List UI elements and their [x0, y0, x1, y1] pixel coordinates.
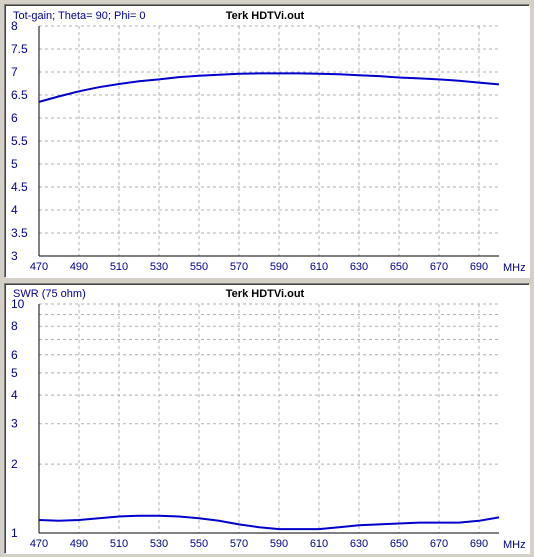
swr-chart-title: Terk HDTVi.out — [226, 288, 305, 300]
swr-chart-ylabel: SWR (75 ohm) — [13, 288, 86, 300]
gain-chart: Tot-gain; Theta= 90; Phi= 0 Terk HDTVi.o… — [11, 10, 526, 274]
gain-chart-xunit: MHz — [503, 262, 526, 274]
c0-y-tick-label: 6.5 — [11, 88, 28, 102]
c1-x-tick-label: 550 — [190, 538, 208, 550]
c0-series-line — [38, 72, 500, 103]
c0-x-tick-label: 470 — [30, 261, 48, 273]
c0-x-tick-label: 690 — [470, 261, 488, 273]
c1-x-tick-label: 510 — [110, 538, 128, 550]
c0-x-tick-label: 650 — [390, 261, 408, 273]
c0-x-tick-label: 570 — [230, 261, 248, 273]
c1-x-tick-label: 490 — [70, 538, 88, 550]
c1-series-line — [38, 514, 500, 531]
c1-y-tick-label: 2 — [11, 457, 18, 471]
c0-x-tick-label: 490 — [70, 261, 88, 273]
c1-y-tick-label: 4 — [11, 388, 18, 402]
c1-x-tick-label: 670 — [430, 538, 448, 550]
c1-x-tick-label: 690 — [470, 538, 488, 550]
c0-y-tick-label: 4 — [11, 203, 18, 217]
c0-x-tick-label: 670 — [430, 261, 448, 273]
c0-y-tick-label: 5.5 — [11, 134, 28, 148]
c0-y-tick-label: 7 — [11, 65, 18, 79]
c1-y-tick-label: 8 — [11, 319, 18, 333]
swr-chart-xunit: MHz — [503, 539, 526, 551]
c0-y-tick-label: 8 — [11, 19, 18, 33]
c0-x-tick-label: 550 — [190, 261, 208, 273]
swr-chart-panel: SWR (75 ohm) Terk HDTVi.out MHz 1 2 3 4 5 6 8 1… — [4, 283, 530, 554]
c1-x-tick-label: 530 — [150, 538, 168, 550]
gain-chart-title: Terk HDTVi.out — [226, 10, 305, 22]
c1-x-tick-label: 590 — [270, 538, 288, 550]
c1-y-tick-label: 10 — [11, 297, 25, 311]
c1-x-tick-label: 470 — [30, 538, 48, 550]
c0-y-tick-label: 7.5 — [11, 42, 28, 56]
c0-y-tick-label: 3 — [11, 249, 18, 263]
gain-chart-panel: Tot-gain; Theta= 90; Phi= 0 Terk HDTVi.o… — [4, 4, 530, 278]
c1-x-tick-label: 650 — [390, 538, 408, 550]
c1-y-tick-label: 5 — [11, 366, 18, 380]
c1-x-tick-label: 610 — [310, 538, 328, 550]
c1-y-tick-label: 1 — [11, 526, 18, 540]
c0-x-tick-label: 610 — [310, 261, 328, 273]
c0-y-tick-label: 5 — [11, 157, 18, 171]
gain-chart-ylabel: Tot-gain; Theta= 90; Phi= 0 — [13, 10, 146, 22]
c0-y-tick-label: 3.5 — [11, 226, 28, 240]
swr-chart: SWR (75 ohm) Terk HDTVi.out MHz 1 2 3 4 5 6 8 1… — [11, 288, 526, 551]
c1-x-tick-label: 570 — [230, 538, 248, 550]
c0-x-tick-label: 630 — [350, 261, 368, 273]
c0-x-tick-label: 510 — [110, 261, 128, 273]
c0-x-tick-label: 530 — [150, 261, 168, 273]
c0-y-tick-label: 4.5 — [11, 180, 28, 194]
c0-y-tick-label: 6 — [11, 111, 18, 125]
c0-x-tick-label: 590 — [270, 261, 288, 273]
c1-y-tick-label: 3 — [11, 417, 18, 431]
c1-x-tick-label: 630 — [350, 538, 368, 550]
c1-y-tick-label: 6 — [11, 348, 18, 362]
